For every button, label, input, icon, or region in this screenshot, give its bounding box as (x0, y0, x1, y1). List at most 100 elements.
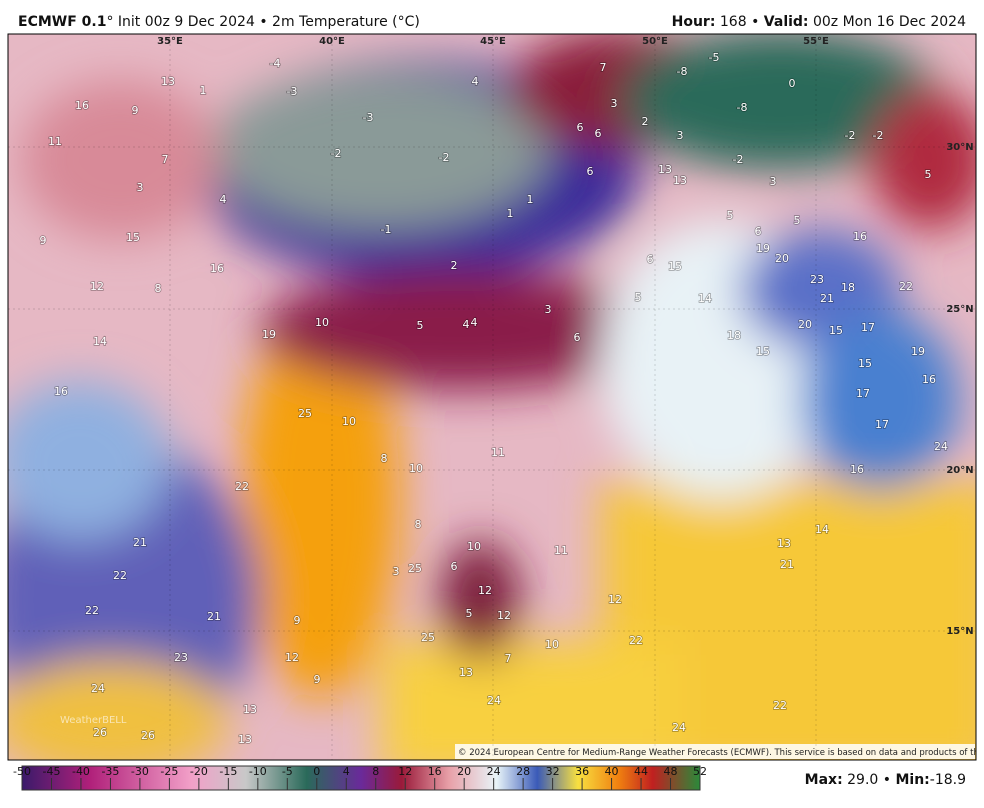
temperature-label: 13 (673, 174, 687, 187)
temperature-label: 17 (875, 418, 889, 431)
temperature-label: 7 (600, 61, 607, 74)
temperature-label: 22 (899, 280, 913, 293)
longitude-label: 40°E (319, 36, 345, 47)
temperature-label: 22 (235, 480, 249, 493)
latitude-label: 20°N (946, 465, 973, 476)
temperature-label: 13 (243, 703, 257, 716)
colorbar-tick-label: 0 (313, 765, 320, 778)
temperature-label: 15 (829, 324, 843, 337)
temperature-label: 14 (698, 292, 712, 305)
colorbar-tick-label: -40 (72, 765, 90, 778)
temperature-label: 4 (472, 75, 479, 88)
temperature-label: -2 (331, 147, 342, 160)
temperature-label: 25 (421, 631, 435, 644)
temperature-label: 3 (545, 303, 552, 316)
temperature-label: 5 (727, 209, 734, 222)
valid-time: Hour: 168 • Valid: 00z Mon 16 Dec 2024 (672, 14, 966, 30)
temperature-label: 15 (756, 345, 770, 358)
temperature-label: 22 (113, 569, 127, 582)
temperature-label: 24 (91, 682, 105, 695)
temperature-label: 6 (577, 121, 584, 134)
colorbar-tick-label: -50 (13, 765, 31, 778)
map: WeatherBELL © 2024 European Centre for M… (8, 34, 984, 760)
temperature-label: 24 (487, 694, 501, 707)
temperature-label: 12 (497, 609, 511, 622)
watermark: WeatherBELL (60, 715, 127, 726)
longitude-label: 55°E (803, 36, 829, 47)
colorbar-tick-label: -45 (42, 765, 60, 778)
latitude-label: 30°N (946, 142, 973, 153)
temperature-label: 6 (647, 253, 654, 266)
temperature-label: 10 (315, 316, 329, 329)
colorbar-tick-label: 40 (605, 765, 619, 778)
colorbar-tick-label: 52 (693, 765, 707, 778)
colorbar-tick-label: -30 (131, 765, 149, 778)
colorbar-tick-label: -15 (219, 765, 237, 778)
temperature-label: 11 (554, 544, 568, 557)
colorbar-tick-label: -20 (190, 765, 208, 778)
temperature-label: 20 (775, 252, 789, 265)
temperature-label: 21 (780, 558, 794, 571)
temperature-label: 3 (137, 181, 144, 194)
temperature-label: 21 (820, 292, 834, 305)
temperature-label: 9 (132, 104, 139, 117)
temperature-label: 7 (162, 153, 169, 166)
longitude-label: 50°E (642, 36, 668, 47)
temperature-label: 17 (861, 321, 875, 334)
temperature-label: 1 (507, 207, 514, 220)
temperature-label: 5 (417, 319, 424, 332)
temperature-label: 6 (574, 331, 581, 344)
temperature-label: -5 (709, 51, 720, 64)
temperature-label: 6 (451, 560, 458, 573)
temperature-label: 13 (777, 537, 791, 550)
temperature-label: 12 (285, 651, 299, 664)
temperature-label: -2 (845, 129, 856, 142)
temperature-label: 0 (789, 77, 796, 90)
temperature-label: 24 (672, 721, 686, 734)
temperature-label: 16 (850, 463, 864, 476)
temperature-label: 10 (409, 462, 423, 475)
temperature-label: 9 (294, 614, 301, 627)
colorbar-tick-label: 28 (516, 765, 530, 778)
temperature-label: 16 (75, 99, 89, 112)
temperature-label: -1 (381, 223, 392, 236)
temperature-label: 22 (773, 699, 787, 712)
colorbar-tick-label: -10 (249, 765, 267, 778)
temperature-label: -8 (677, 65, 688, 78)
longitude-label: 35°E (157, 36, 183, 47)
temperature-label: 16 (54, 385, 68, 398)
colorbar-tick-label: 24 (487, 765, 501, 778)
colorbar-tick-label: -25 (160, 765, 178, 778)
colorbar-tick-label: 16 (428, 765, 442, 778)
temperature-label: 4 (463, 318, 470, 331)
temperature-label: -4 (270, 57, 281, 70)
temperature-label: -2 (439, 151, 450, 164)
temperature-label: 16 (210, 262, 224, 275)
colorbar-tick-label: -35 (101, 765, 119, 778)
colorbar-tick-label: 12 (398, 765, 412, 778)
temperature-label: 1 (200, 84, 207, 97)
temperature-label: 12 (608, 593, 622, 606)
temperature-label: 11 (491, 446, 505, 459)
temperature-label: 6 (755, 225, 762, 238)
temperature-label: 6 (595, 127, 602, 140)
temperature-label: 8 (415, 518, 422, 531)
temperature-label: 15 (858, 357, 872, 370)
temperature-label: 26 (141, 729, 155, 742)
colorbar-tick-label: 20 (457, 765, 471, 778)
header: ECMWF 0.1° Init 00z 9 Dec 2024 • 2m Temp… (18, 14, 966, 30)
temperature-label: 3 (677, 129, 684, 142)
temperature-label: 19 (262, 328, 276, 341)
temperature-label: 25 (408, 562, 422, 575)
temperature-label: 23 (810, 273, 824, 286)
temperature-label: 16 (922, 373, 936, 386)
temperature-label: 13 (658, 163, 672, 176)
temperature-label: 5 (794, 214, 801, 227)
temperature-label: 6 (587, 165, 594, 178)
temperature-label: 21 (207, 610, 221, 623)
temperature-label: 10 (467, 540, 481, 553)
copyright: © 2024 European Centre for Medium-Range … (458, 748, 984, 758)
temperature-label: 22 (85, 604, 99, 617)
temperature-label: 3 (770, 175, 777, 188)
